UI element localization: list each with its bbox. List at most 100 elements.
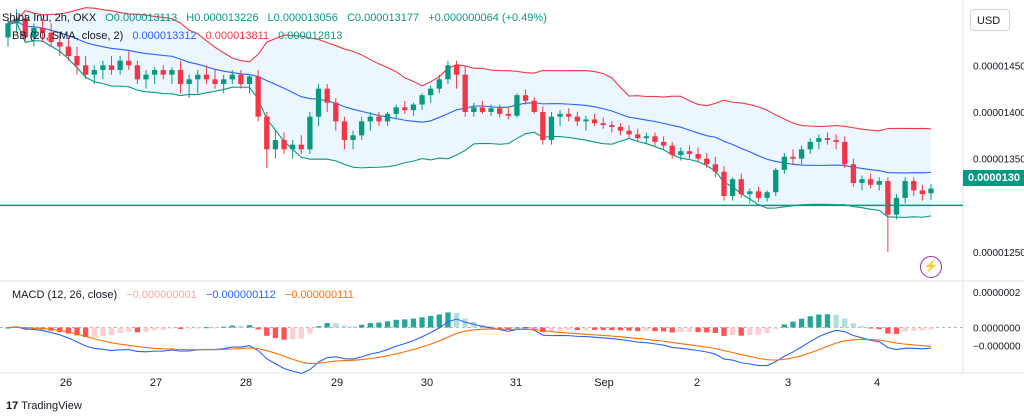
change-value: +0.000000064 (+0.49%) [428, 12, 547, 24]
macd-hist-bar [393, 319, 399, 328]
price-tick-label: 0.00001250 [973, 248, 1024, 259]
candle-body [773, 169, 779, 193]
macd-tick-label: 0.0000000 [973, 324, 1021, 335]
candle-body [652, 136, 658, 142]
macd-hist-bar [221, 326, 227, 328]
macd-hist-bar [307, 327, 313, 334]
candle-body [238, 74, 244, 84]
candle-body [39, 28, 46, 33]
candle-body [902, 181, 908, 198]
candle-body [5, 23, 11, 38]
candle-body [13, 18, 20, 24]
macd-hist-bar [74, 327, 80, 336]
macd-hist-bar [522, 326, 529, 328]
candle-body [48, 32, 54, 42]
macd-hist-bar [764, 327, 770, 334]
macd-hist-bar [557, 327, 563, 331]
macd-hist-bar [755, 327, 762, 335]
macd-hist-bar [350, 326, 356, 328]
macd-hist-bar [238, 325, 244, 328]
macd-hist-bar [833, 314, 839, 328]
price-tick-label: 0.00001400 [973, 108, 1024, 119]
candle-body [471, 107, 477, 112]
macd-hist-bar [410, 318, 417, 328]
macd-hist-bar [600, 327, 606, 330]
macd-hist-bar [867, 327, 874, 329]
candle-body [790, 156, 796, 159]
macd-hist-bar [824, 314, 831, 328]
candle-body [57, 42, 63, 47]
macd-hist-bar [428, 315, 434, 328]
time-tick-label: 29 [331, 377, 343, 389]
macd-hist-bar [928, 327, 934, 330]
macd-hist-bar [315, 326, 322, 328]
candle-body [436, 79, 442, 89]
macd-hist-bar [798, 318, 805, 328]
candle-body [384, 113, 391, 122]
candle-body [186, 79, 192, 84]
macd-hist-bar [108, 327, 115, 336]
candle-body [117, 60, 123, 70]
candle-body [893, 197, 900, 215]
macd-hist-bar [617, 327, 624, 331]
candle-body [134, 65, 141, 80]
candle-body [255, 76, 261, 117]
macd-hist-bar [177, 327, 184, 330]
branding-text: TradingView [21, 400, 82, 412]
candle-body [678, 151, 684, 155]
macd-hist-bar [143, 327, 149, 332]
candle-body [22, 18, 28, 38]
macd-hist-bar [341, 325, 348, 328]
macd-hist-bar [195, 327, 201, 329]
bb-legend: BB (20, SMA, close, 2) 0.000013312 0.000… [12, 30, 342, 42]
macd-hist-bar [333, 323, 339, 328]
candle-body [350, 135, 356, 140]
macd-hist-bar [678, 327, 684, 333]
candle-body [91, 70, 97, 75]
candle-body [367, 116, 373, 122]
candle-body [824, 138, 831, 140]
currency-selector[interactable]: USD [970, 9, 1010, 31]
candle-body [74, 56, 80, 66]
candle-body [712, 164, 718, 172]
macd-hist-bar [635, 327, 641, 332]
macd-hist-bar [402, 319, 408, 328]
candle-body [729, 179, 736, 196]
candle-body [738, 179, 744, 195]
flash-icon[interactable]: ⚡ [920, 256, 942, 278]
time-tick-label: 26 [60, 377, 72, 389]
candle-body [428, 88, 434, 96]
macd-hist-bar [721, 327, 727, 336]
candle-body [919, 190, 926, 195]
macd-hist-bar [169, 327, 175, 329]
macd-title: MACD (12, 26, close) [12, 289, 118, 301]
macd-hist-bar [514, 327, 520, 329]
macd-hist-bar [65, 327, 72, 334]
candle-body [31, 28, 37, 38]
macd-tick-label: 0.0000002 [973, 288, 1021, 299]
time-tick-label: 27 [150, 377, 162, 389]
macd-hist-bar [747, 327, 753, 336]
candle-body [203, 74, 210, 80]
macd-hist-bar [902, 327, 908, 332]
macd-hist-bar [885, 327, 891, 334]
price-tick-label: 0.00001450 [973, 61, 1024, 72]
bb-lower-line [7, 21, 932, 218]
macd-hist-bar [548, 327, 555, 332]
macd-hist-bar [229, 325, 235, 328]
macd-line-value: −0.000000112 [205, 289, 276, 301]
candle-body [747, 191, 753, 195]
macd-hist-bar [376, 322, 382, 328]
candle-body [264, 116, 270, 150]
macd-hist-bar [445, 312, 451, 328]
candle-body [850, 164, 857, 183]
candle-body [842, 141, 848, 165]
candle-body [548, 116, 555, 140]
candle-body [393, 107, 399, 114]
macd-hist-bar [203, 327, 210, 329]
time-tick-label: 2 [694, 377, 700, 389]
candle-body [764, 192, 770, 198]
macd-hist-bar [488, 326, 494, 328]
candle-body [660, 141, 667, 146]
